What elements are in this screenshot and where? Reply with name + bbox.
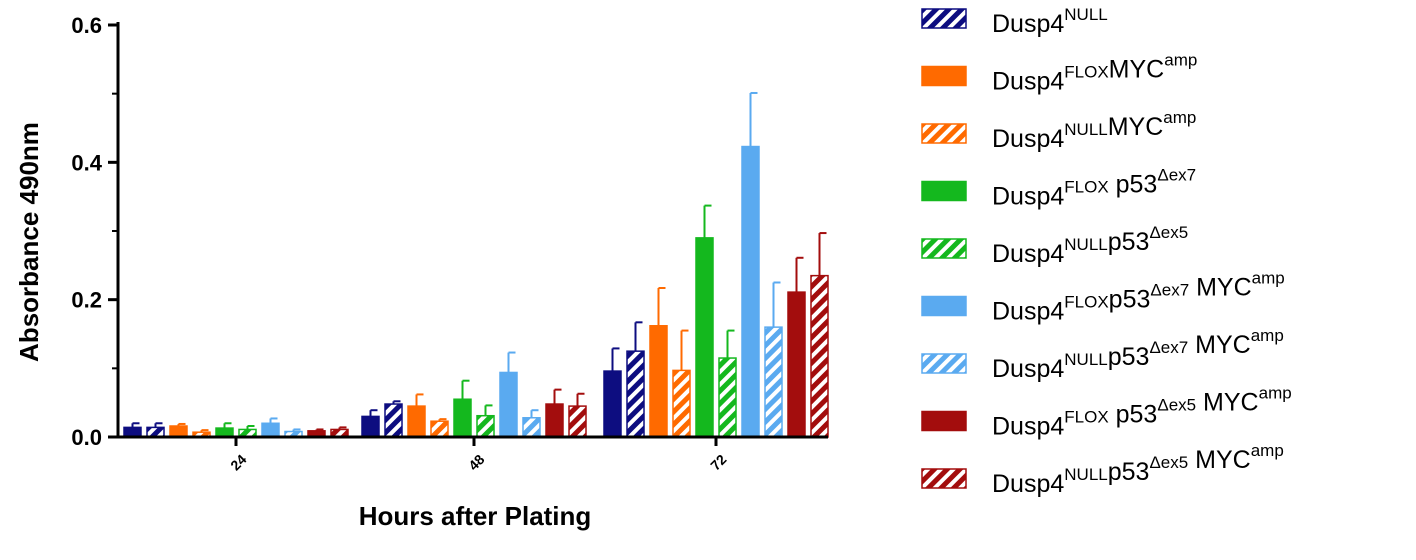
x-tick-label: 48: [465, 451, 487, 473]
bar: [384, 403, 403, 438]
legend-item: Dusp4NULLp53Δex7 MYCamp: [921, 326, 1284, 383]
y-tick-label: 0.0: [71, 425, 102, 450]
bar: [672, 369, 691, 438]
bar: [476, 414, 495, 438]
legend-label: Dusp4FLOXMYCamp: [992, 51, 1197, 96]
bar: [649, 325, 668, 438]
y-tick-label: 0.4: [71, 150, 102, 175]
legend-label: Dusp4FLOX p53Δex7: [992, 166, 1196, 211]
y-axis: 0.0 0.2 0.4 0.6: [71, 13, 120, 450]
legend-swatch: [921, 238, 967, 259]
y-axis-title: Absorbance 490nm: [14, 122, 44, 362]
bar: [626, 350, 645, 438]
plot-area: [123, 91, 829, 438]
x-axis: 24 48 72: [118, 435, 828, 473]
bar: [764, 326, 783, 438]
legend-swatch: [921, 353, 967, 374]
legend: Dusp4NULL Dusp4FLOXMYCamp Dusp4NULLMYCamp D…: [921, 5, 1292, 498]
legend-label: Dusp4NULLp53Δex5 MYCamp: [992, 441, 1284, 498]
x-axis-title: Hours after Plating: [359, 501, 592, 531]
bar: [453, 398, 472, 438]
bar: [361, 415, 380, 438]
legend-item: Dusp4FLOXMYCamp: [921, 51, 1197, 96]
legend-swatch: [921, 180, 967, 202]
y-tick-label: 0.6: [71, 13, 102, 38]
bar: [718, 357, 737, 438]
bar: [261, 422, 280, 438]
legend-swatch: [921, 65, 967, 87]
bar: [407, 405, 426, 438]
legend-item: Dusp4FLOX p53Δex5 MYCamp: [921, 384, 1292, 441]
bar: [603, 370, 622, 438]
legend-swatch: [921, 8, 967, 29]
x-tick-label: 72: [707, 451, 729, 473]
bar: [741, 145, 760, 438]
legend-label: Dusp4FLOXp53Δex7 MYCamp: [992, 269, 1285, 326]
legend-item: Dusp4NULLMYCamp: [921, 108, 1196, 153]
legend-item: Dusp4NULLp53Δex5: [921, 223, 1188, 268]
legend-item: Dusp4NULLp53Δex5 MYCamp: [921, 441, 1284, 498]
bar: [810, 274, 829, 438]
bar: [545, 403, 564, 438]
legend-label: Dusp4FLOX p53Δex5 MYCamp: [992, 384, 1292, 441]
legend-swatch: [921, 295, 967, 317]
bar: [695, 237, 714, 438]
bar: [787, 291, 806, 438]
legend-item: Dusp4NULL: [921, 5, 1108, 38]
legend-swatch: [921, 123, 967, 144]
legend-swatch: [921, 410, 967, 432]
legend-item: Dusp4FLOXp53Δex7 MYCamp: [921, 269, 1285, 326]
legend-label: Dusp4NULL: [992, 5, 1108, 38]
legend-swatch: [921, 468, 967, 489]
legend-label: Dusp4NULLp53Δex7 MYCamp: [992, 326, 1284, 383]
legend-item: Dusp4FLOX p53Δex7: [921, 166, 1196, 211]
y-tick-label: 0.2: [71, 288, 102, 313]
bar: [522, 417, 541, 438]
bar: [568, 405, 587, 438]
bar: [430, 420, 449, 438]
bar: [499, 371, 518, 438]
bar: [169, 425, 188, 438]
x-tick-label: 24: [227, 451, 249, 473]
legend-label: Dusp4NULLMYCamp: [992, 108, 1196, 153]
legend-label: Dusp4NULLp53Δex5: [992, 223, 1188, 268]
